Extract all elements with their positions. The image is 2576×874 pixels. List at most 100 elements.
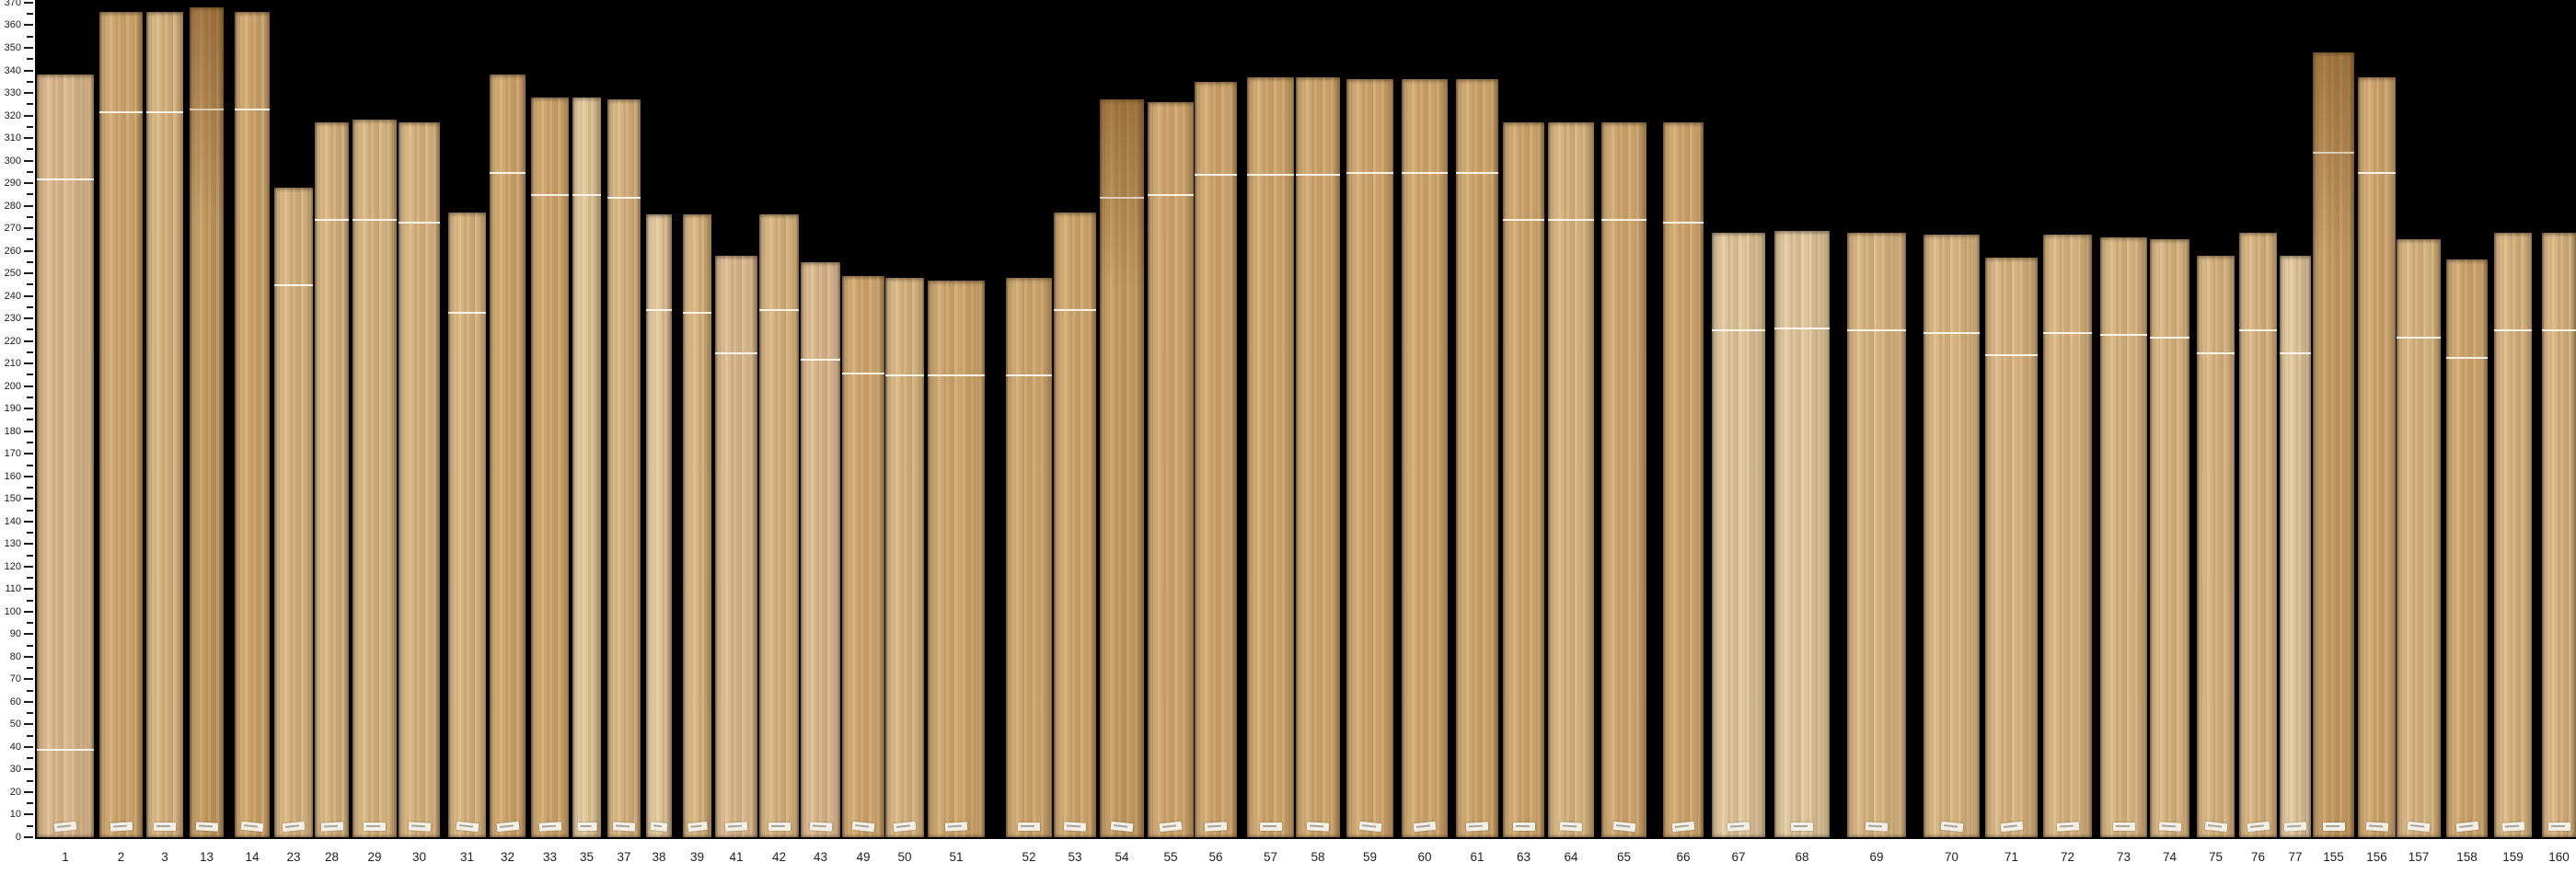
plot-area — [35, 0, 2576, 839]
y-tick-label: 230 — [4, 313, 21, 325]
y-tick — [27, 35, 33, 38]
y-tick — [24, 520, 33, 523]
x-axis-board-numbers: 1 2 3 13 14 23 28 29 30 31 32 33 35 37 38 39 41 42 43 49 50 5… — [0, 839, 2576, 874]
board-number-label: 2 — [117, 850, 125, 864]
y-tick — [27, 509, 33, 512]
y-tick-label: 150 — [4, 493, 21, 505]
y-tick — [24, 182, 33, 185]
board-number-label: 13 — [199, 850, 214, 864]
chalk-line — [235, 109, 270, 111]
board-tag-sticker — [650, 822, 668, 832]
y-tick-label: 240 — [4, 290, 21, 302]
y-tick — [27, 824, 33, 827]
y-tick-label: 110 — [5, 583, 21, 595]
y-tick — [24, 565, 33, 568]
chalk-line — [715, 351, 757, 354]
board-55 — [1148, 101, 1194, 838]
y-tick — [24, 588, 33, 591]
y-tick — [27, 532, 33, 535]
board-tag-sticker — [687, 821, 708, 833]
board-number-label: 61 — [1470, 850, 1484, 864]
chalk-line — [1712, 329, 1765, 332]
board-number-label: 57 — [1263, 850, 1278, 864]
board-61 — [1456, 79, 1498, 837]
chalk-line — [683, 311, 711, 314]
board-59 — [1346, 79, 1393, 837]
y-tick — [27, 351, 33, 353]
y-tick — [24, 678, 33, 681]
chalk-line — [448, 311, 486, 314]
board-number-label: 56 — [1208, 850, 1223, 864]
board-tag-sticker — [538, 822, 561, 832]
board-tag-sticker — [1110, 821, 1134, 833]
board-number-label: 42 — [771, 850, 787, 864]
board-38 — [646, 214, 672, 837]
y-tick-label: 100 — [4, 605, 21, 617]
board-tag-sticker — [195, 822, 218, 832]
board-160 — [2542, 233, 2576, 837]
board-tag-sticker — [1612, 821, 1635, 833]
board-tag-sticker — [1306, 822, 1330, 832]
y-tick — [24, 227, 33, 230]
board-77 — [2280, 255, 2311, 838]
chalk-line — [1548, 219, 1594, 222]
y-tick-label: 180 — [4, 425, 21, 437]
board-tag-sticker — [724, 822, 748, 832]
board-number-label: 30 — [411, 850, 427, 864]
chalk-line — [146, 110, 183, 113]
board-57 — [1247, 76, 1294, 838]
board-67 — [1712, 233, 1765, 837]
board-42 — [759, 214, 799, 837]
y-tick — [24, 700, 33, 703]
board-tag-sticker — [1671, 821, 1695, 833]
board-53 — [1054, 212, 1096, 838]
board-tag-sticker — [496, 821, 519, 833]
chalk-line — [352, 219, 397, 222]
y-tick — [27, 193, 33, 196]
board-tag-sticker — [612, 822, 636, 832]
board-65 — [1601, 121, 1646, 838]
chalk-line — [2494, 329, 2532, 332]
chalk-line — [37, 749, 94, 752]
board-159 — [2494, 233, 2532, 837]
board-71 — [1985, 258, 2038, 837]
y-tick-label: 200 — [4, 380, 21, 392]
y-tick — [24, 543, 33, 546]
chalk-line — [315, 219, 349, 222]
y-tick-label: 220 — [4, 335, 21, 347]
board-2 — [99, 11, 143, 838]
board-60 — [1402, 79, 1448, 837]
y-tick — [24, 723, 33, 726]
board-37 — [607, 99, 641, 837]
board-tag-sticker — [1018, 822, 1040, 831]
y-tick — [27, 396, 33, 398]
chalk-line — [1195, 174, 1237, 177]
board-3 — [146, 11, 183, 838]
board-tag-sticker — [240, 821, 264, 833]
board-number-label: 43 — [813, 850, 828, 864]
board-number-label: 41 — [729, 850, 744, 864]
board-39 — [683, 214, 711, 837]
y-tick-label: 160 — [4, 470, 21, 482]
board-number-label: 35 — [579, 850, 595, 864]
board-tag-sticker — [320, 822, 343, 832]
y-tick-label: 350 — [4, 42, 21, 53]
y-tick — [24, 1, 33, 4]
board-51 — [928, 280, 985, 838]
board-number-label: 158 — [2456, 850, 2478, 864]
board-23 — [274, 188, 313, 837]
chalk-line — [1923, 331, 1980, 334]
y-tick — [24, 610, 33, 613]
board-64 — [1548, 121, 1594, 838]
board-41 — [715, 255, 757, 838]
board-tag-sticker — [2204, 821, 2227, 833]
board-number-label: 49 — [856, 850, 871, 864]
y-tick — [24, 836, 33, 838]
board-number-label: 72 — [2060, 850, 2075, 864]
y-tick-label: 270 — [4, 223, 21, 235]
chalk-line — [1006, 374, 1052, 377]
board-number-label: 66 — [1676, 850, 1691, 864]
board-1 — [37, 75, 94, 837]
y-tick — [27, 779, 33, 782]
board-tag-sticker — [1063, 822, 1087, 832]
